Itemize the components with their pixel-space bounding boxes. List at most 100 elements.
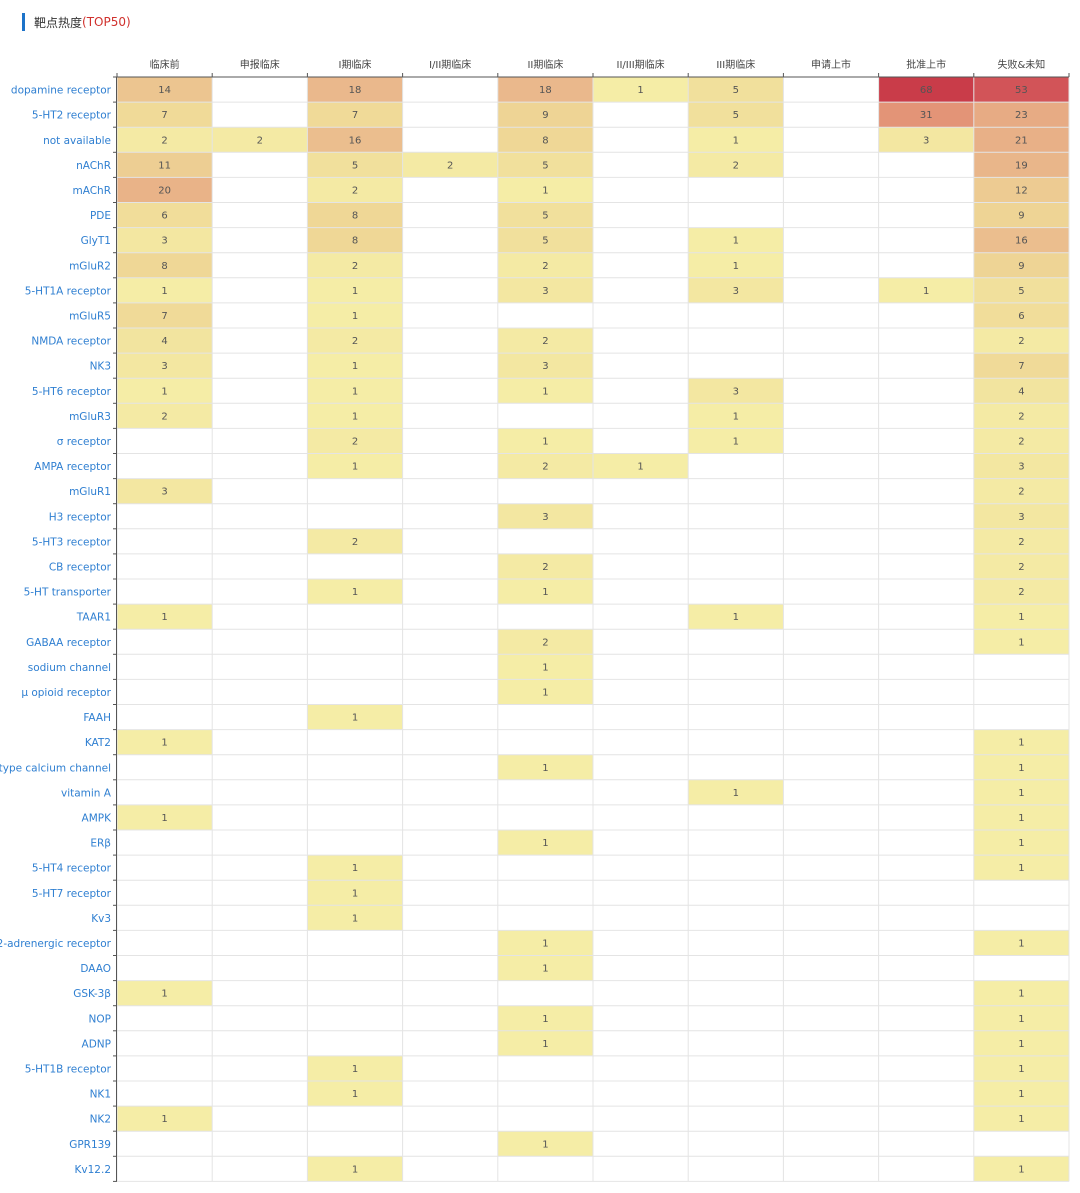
row-label[interactable]: GSK-3β <box>73 988 111 1000</box>
cell-value-label: 3 <box>161 236 167 247</box>
row-label[interactable]: 5-HT4 receptor <box>32 863 112 875</box>
heatmap-cell <box>307 528 403 554</box>
cell-value-label: 4 <box>161 336 167 347</box>
cell-value-label: 5 <box>542 236 548 247</box>
row-label[interactable]: mGluR5 <box>69 310 111 322</box>
row-label[interactable]: GPR139 <box>69 1139 111 1151</box>
row-label[interactable]: 5-HT7 receptor <box>32 888 112 900</box>
row-label[interactable]: ERβ <box>90 838 111 850</box>
chart-title-text: 靶点热度 <box>34 15 83 30</box>
cell-value-label: 1 <box>161 989 167 1000</box>
row-label[interactable]: mGluR3 <box>69 411 111 423</box>
row-label[interactable]: NK1 <box>90 1089 111 1101</box>
row-label[interactable]: μ opioid receptor <box>21 687 111 699</box>
heatmap-cell <box>973 779 1069 805</box>
cell-value-label: 2 <box>1018 436 1024 447</box>
row-label[interactable]: nAChR <box>76 160 111 172</box>
row-label[interactable]: 5-HT1B receptor <box>25 1063 112 1075</box>
row-label[interactable]: not available <box>43 135 111 147</box>
heatmap-cell <box>497 1005 593 1031</box>
heatmap-cell <box>307 177 403 203</box>
cell-value-label: 2 <box>542 462 548 473</box>
cell-value-label: 2 <box>1018 487 1024 498</box>
row-label[interactable]: AMPK <box>82 812 113 824</box>
heatmap-cell <box>973 127 1069 153</box>
row-label[interactable]: NK3 <box>90 361 111 373</box>
row-label[interactable]: 5-HT1A receptor <box>25 285 112 297</box>
cell-value-label: 2 <box>542 261 548 272</box>
cell-value-label: 1 <box>542 662 548 673</box>
cell-value-label: 1 <box>1018 738 1024 749</box>
heatmap-cell <box>973 378 1069 404</box>
heatmap-cell <box>117 152 213 178</box>
heatmap-cell <box>497 930 593 956</box>
heatmap-cell <box>307 428 403 454</box>
row-label[interactable]: H3 receptor <box>49 511 112 523</box>
row-label[interactable]: GABAA receptor <box>26 637 112 649</box>
heatmap-cell <box>497 328 593 354</box>
row-label[interactable]: PDE <box>90 210 111 222</box>
cell-value-label: 2 <box>542 562 548 573</box>
row-label[interactable]: NOP <box>89 1013 111 1025</box>
row-label[interactable]: 5-HT6 receptor <box>32 386 112 398</box>
row-label[interactable]: α2-adrenergic receptor <box>0 938 112 950</box>
heatmap-cell <box>973 403 1069 429</box>
cell-value-label: 1 <box>352 411 358 422</box>
cell-value-label: 31 <box>920 110 933 121</box>
row-label[interactable]: mAChR <box>72 185 111 197</box>
cell-value-label: 3 <box>542 361 548 372</box>
heatmap-cell <box>307 252 403 278</box>
heatmap-cell <box>307 880 403 906</box>
row-label[interactable]: dopamine receptor <box>11 85 112 97</box>
heatmap-cell <box>973 302 1069 328</box>
row-label[interactable]: σ receptor <box>57 436 112 448</box>
row-label[interactable]: KAT2 <box>85 737 111 749</box>
row-label[interactable]: GlyT1 <box>81 235 111 247</box>
cell-value-label: 1 <box>1018 989 1024 1000</box>
heatmap-cell <box>688 403 784 429</box>
heatmap-cell <box>307 1156 403 1182</box>
cell-value-label: 1 <box>352 1064 358 1075</box>
row-label[interactable]: ADNP <box>82 1038 111 1050</box>
cell-value-label: 1 <box>542 587 548 598</box>
cell-value-label: 3 <box>542 286 548 297</box>
row-label[interactable]: DAAO <box>80 963 111 975</box>
cell-value-label: 1 <box>352 386 358 397</box>
heatmap-cell <box>497 227 593 253</box>
row-label[interactable]: 5-HT2 receptor <box>32 110 112 122</box>
row-label[interactable]: NMDA receptor <box>31 336 111 348</box>
heatmap-cell <box>497 77 593 103</box>
cell-value-label: 1 <box>733 135 739 146</box>
row-label[interactable]: vitamin A <box>61 787 112 799</box>
row-label[interactable]: T-type calcium channel <box>0 762 111 774</box>
cell-value-label: 68 <box>920 85 933 96</box>
cell-value-label: 2 <box>257 135 263 146</box>
heatmap-cell <box>307 855 403 881</box>
row-label[interactable]: AMPA receptor <box>34 461 111 473</box>
row-label[interactable]: sodium channel <box>28 662 111 674</box>
row-label[interactable]: CB receptor <box>49 561 112 573</box>
row-label[interactable]: Kv12.2 <box>75 1164 111 1176</box>
row-label[interactable]: 5-HT transporter <box>24 587 112 599</box>
row-label[interactable]: NK2 <box>90 1114 111 1126</box>
cell-value-label: 1 <box>542 1039 548 1050</box>
row-label[interactable]: Kv3 <box>91 913 111 925</box>
cell-value-label: 1 <box>1018 813 1024 824</box>
heatmap-cell <box>973 804 1069 830</box>
cell-value-label: 14 <box>158 85 171 96</box>
row-label[interactable]: mGluR1 <box>69 486 111 498</box>
cell-value-label: 3 <box>542 512 548 523</box>
cell-value-label: 2 <box>161 411 167 422</box>
heatmap-cell <box>497 629 593 655</box>
heatmap-cell <box>688 428 784 454</box>
row-label[interactable]: TAAR1 <box>76 612 111 624</box>
heatmap-cell <box>973 1106 1069 1132</box>
row-label[interactable]: mGluR2 <box>69 260 111 272</box>
cell-value-label: 5 <box>542 211 548 222</box>
cell-value-label: 1 <box>1018 788 1024 799</box>
heatmap-cell <box>307 579 403 605</box>
cell-value-label: 1 <box>161 1114 167 1125</box>
row-label[interactable]: 5-HT3 receptor <box>32 536 112 548</box>
row-label[interactable]: FAAH <box>83 712 111 724</box>
cell-value-label: 1 <box>1018 612 1024 623</box>
